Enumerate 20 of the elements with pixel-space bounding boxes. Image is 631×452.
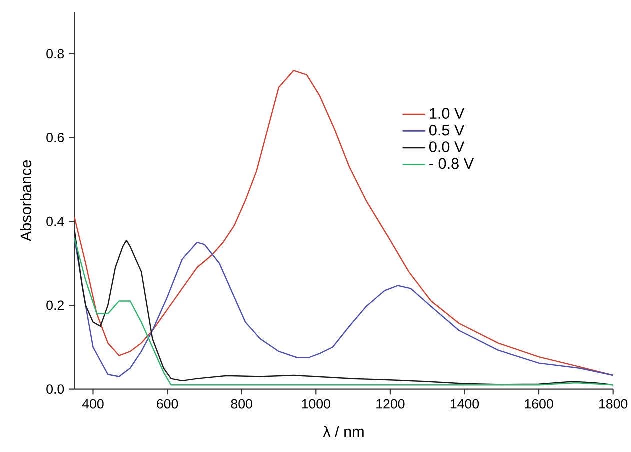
y-tick-label: 0.6: [46, 133, 64, 142]
legend-label: 1.0 V: [430, 108, 465, 120]
legend-label: - 0.8 V: [430, 158, 474, 170]
legend-label: 0.5 V: [430, 124, 465, 136]
y-tick-label: 0.4: [46, 216, 64, 226]
x-tick-label: 1600: [525, 399, 554, 409]
y-tick-label: 0.2: [46, 300, 64, 310]
y-tick-label: 0.0: [46, 384, 64, 394]
y-axis-title: Absorbance: [20, 160, 32, 242]
x-tick-label: 1400: [450, 399, 480, 409]
x-axis-title: λ / nm: [323, 426, 364, 438]
x-tick-label: 1000: [302, 399, 330, 409]
line-series: [74, 70, 614, 376]
x-tick-label: 1200: [376, 399, 405, 409]
x-tick-label: 400: [82, 399, 104, 409]
x-tick-label: 600: [157, 399, 178, 409]
legend-label: 0.0 V: [430, 142, 465, 152]
x-tick-label: 1800: [600, 399, 628, 409]
y-tick-label: 0.8: [46, 49, 64, 59]
x-tick-label: 800: [231, 399, 252, 409]
